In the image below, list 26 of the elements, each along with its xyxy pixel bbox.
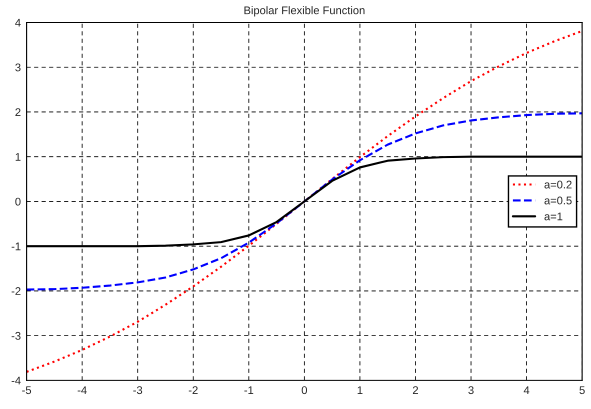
legend-label: a=1 [544, 212, 562, 220]
x-tick-label: 2 [412, 386, 418, 394]
y-tick-label: -4 [12, 376, 21, 384]
y-tick-label: -3 [12, 332, 21, 340]
x-tick-label: -4 [78, 386, 87, 394]
x-tick-label: 5 [579, 386, 585, 394]
x-tick-label: 4 [524, 386, 530, 394]
x-tick-label: 1 [358, 386, 362, 394]
y-tick-label: 4 [15, 18, 21, 27]
x-tick-label: -3 [133, 386, 142, 394]
line-series [26, 30, 582, 373]
x-tick-label: -1 [244, 386, 254, 394]
x-tick-label: -5 [22, 386, 32, 394]
legend-label: a=0.5 [544, 196, 572, 204]
y-tick-label: -1 [12, 242, 20, 250]
y-tick-label: 1 [16, 153, 20, 161]
chart-title: Bipolar Flexible Function [244, 6, 364, 16]
y-tick-label: 3 [15, 63, 21, 72]
x-tick-label: -2 [188, 386, 198, 394]
legend-label: a=0.2 [544, 180, 572, 188]
x-tick-label: 3 [468, 386, 474, 394]
y-tick-label: -2 [12, 287, 20, 295]
y-tick-label: 2 [15, 108, 20, 116]
x-tick-label: 0 [302, 386, 308, 394]
line-series [26, 112, 582, 291]
y-tick-label: 0 [15, 198, 21, 206]
